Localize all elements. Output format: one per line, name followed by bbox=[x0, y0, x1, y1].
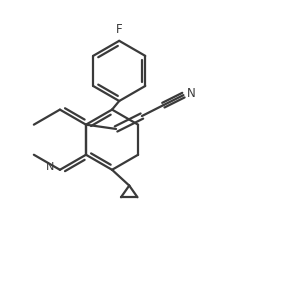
Text: N: N bbox=[187, 87, 196, 100]
Text: F: F bbox=[116, 23, 122, 36]
Text: N: N bbox=[46, 162, 54, 172]
